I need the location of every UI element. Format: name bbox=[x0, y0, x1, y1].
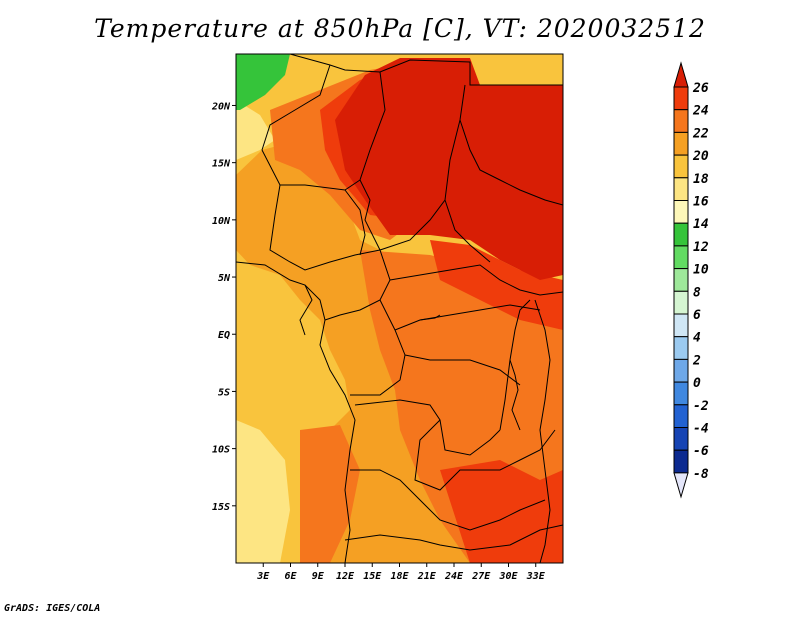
colorbar-level-label: 10 bbox=[693, 263, 709, 278]
lat-tick-label: 20N bbox=[211, 101, 231, 112]
lat-tick-label: 15N bbox=[212, 159, 231, 170]
colorbar-level-label: 4 bbox=[693, 331, 701, 346]
colorbar-box bbox=[673, 268, 689, 292]
colorbar-box bbox=[673, 131, 689, 156]
colorbar-level-label: 24 bbox=[692, 104, 709, 119]
lon-tick-label: 15E bbox=[363, 571, 382, 582]
colorbar-top-triangle bbox=[673, 61, 689, 88]
colorbar-box bbox=[673, 177, 689, 202]
lon-tick-label: 24E bbox=[444, 571, 464, 582]
colorbar-box bbox=[673, 449, 689, 474]
longitude-axis: 3E 6E 9E 12E 15E 18E 21E 24E 27E 30E 33E bbox=[256, 563, 546, 582]
lat-tick-label: 5S bbox=[218, 387, 230, 398]
colorbar-level-label: -2 bbox=[693, 399, 709, 414]
field-sudan-24-26 bbox=[430, 240, 563, 330]
colorbar-box bbox=[673, 245, 689, 270]
lon-tick-label: 6E bbox=[284, 571, 297, 582]
lon-tick-label: 3E bbox=[256, 571, 270, 582]
colorbar-level-label: 6 bbox=[693, 308, 701, 323]
field-angola-22-24 bbox=[300, 425, 360, 563]
colorbar-box bbox=[673, 86, 689, 111]
lat-tick-label: 10S bbox=[212, 445, 230, 456]
lon-tick-label: 33E bbox=[526, 571, 546, 582]
lat-tick-label: 10N bbox=[212, 216, 231, 227]
temperature-field bbox=[236, 54, 563, 563]
field-south-24-26 bbox=[440, 460, 563, 563]
lon-tick-label: 9E bbox=[312, 571, 325, 582]
colorbar-level-label: 0 bbox=[693, 376, 701, 391]
colorbar-level-label: 14 bbox=[693, 217, 709, 232]
colorbar-box bbox=[673, 109, 689, 133]
colorbar-bottom-triangle bbox=[673, 472, 689, 499]
colorbar-box bbox=[673, 336, 689, 360]
colorbar-level-label: -6 bbox=[693, 444, 709, 459]
field-coastal-16-18 bbox=[236, 420, 290, 563]
lon-tick-label: 18E bbox=[390, 571, 409, 582]
colorbar-level-label: 12 bbox=[693, 240, 709, 255]
colorbar-level-label: -4 bbox=[693, 422, 709, 437]
lon-tick-label: 12E bbox=[336, 571, 355, 582]
colorbar-level-label: 20 bbox=[692, 149, 709, 164]
colorbar-level-label: -8 bbox=[693, 467, 709, 482]
colorbar-level-label: 22 bbox=[692, 126, 709, 141]
colorbar-box bbox=[673, 313, 689, 338]
lon-tick-label: 21E bbox=[417, 571, 437, 582]
lat-tick-label: EQ bbox=[218, 330, 230, 341]
colorbar-box bbox=[673, 290, 689, 315]
colorbar-box bbox=[673, 154, 689, 179]
lon-tick-label: 27E bbox=[471, 571, 491, 582]
lon-tick-label: 30E bbox=[498, 571, 518, 582]
colorbar-box bbox=[673, 358, 689, 383]
colorbar-level-label: 2 bbox=[692, 353, 701, 368]
field-northwest-12-14 bbox=[236, 54, 290, 110]
colorbar-level-label: 8 bbox=[693, 285, 701, 300]
field-northwest-16-18 bbox=[236, 100, 275, 160]
colorbar-box bbox=[673, 200, 689, 224]
colorbar-box bbox=[673, 381, 689, 406]
lat-tick-label: 15S bbox=[212, 502, 230, 513]
map-title: Temperature at 850hPa [C], VT: 202003251… bbox=[94, 14, 706, 43]
colorbar-box bbox=[673, 427, 689, 451]
colorbar-level-label: 26 bbox=[692, 81, 709, 96]
latitude-axis: 20N 15N 10N 5N EQ 5S 10S 15S bbox=[211, 101, 236, 513]
country-borders bbox=[236, 54, 563, 563]
colorbar-box bbox=[673, 404, 689, 428]
colorbar-box bbox=[673, 222, 689, 247]
colorbar-level-label: 18 bbox=[693, 172, 709, 187]
colorbar-level-label: 16 bbox=[693, 195, 709, 210]
lat-tick-label: 5N bbox=[218, 273, 231, 284]
grads-credit: GrADS: IGES/COLA bbox=[4, 603, 101, 614]
